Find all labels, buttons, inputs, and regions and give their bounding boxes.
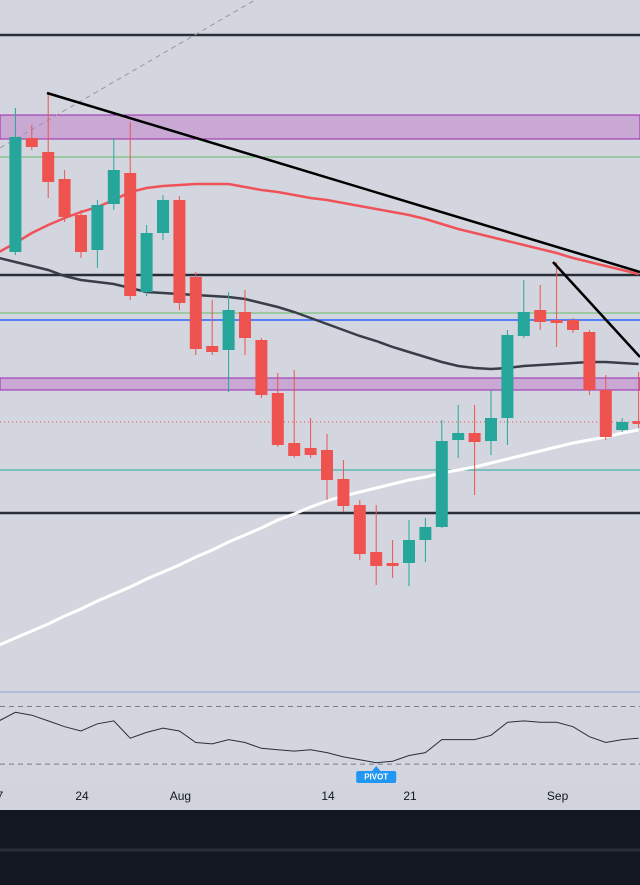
candle-body — [337, 479, 350, 506]
x-tick-label: Aug — [170, 789, 191, 803]
x-tick-label: 14 — [321, 789, 335, 803]
candle-body — [419, 527, 432, 540]
candle-body — [42, 152, 55, 182]
candle-body — [9, 137, 22, 252]
candle-body — [435, 441, 448, 527]
candle-body — [632, 421, 640, 424]
candle-body — [353, 505, 366, 554]
time-axis — [0, 785, 640, 810]
candle-body — [288, 443, 301, 456]
candle-body — [370, 552, 383, 566]
plot-background — [0, 0, 640, 692]
candle-body — [75, 215, 87, 252]
candle-body — [189, 277, 202, 349]
candle-body — [534, 310, 547, 322]
candle-body — [91, 205, 104, 250]
candle-body — [239, 312, 251, 338]
trend-line — [552, 261, 640, 358]
candle-body — [25, 138, 38, 147]
candle-body — [206, 346, 219, 352]
oscillator-pane — [0, 693, 640, 785]
pivot-label: PIVOT — [364, 773, 388, 782]
candle-body — [468, 433, 481, 442]
candle-body — [58, 179, 71, 217]
pivot-badge — [356, 771, 397, 783]
line-series — [0, 711, 639, 764]
x-tick-label: 24 — [75, 789, 89, 803]
candle-body — [157, 200, 169, 233]
candle-body — [517, 312, 530, 336]
candle-body — [140, 233, 153, 292]
candle-body — [107, 170, 120, 204]
pivot-marker — [371, 766, 382, 772]
candle-body — [599, 390, 612, 437]
candle-body — [386, 563, 399, 566]
candle-body — [271, 393, 284, 445]
candle-body — [403, 540, 415, 563]
candle-body — [501, 335, 514, 418]
bottom-bar — [0, 810, 640, 885]
candle-body — [321, 450, 333, 480]
trend-line — [0, 0, 256, 149]
candle-body — [304, 448, 317, 455]
zone — [0, 377, 640, 391]
candle-body — [583, 332, 596, 390]
candle-body — [124, 173, 137, 296]
line-series — [0, 428, 639, 647]
candle-body — [255, 340, 268, 395]
candle-body — [616, 422, 629, 430]
x-tick-label: 21 — [403, 789, 417, 803]
x-tick-label: 7 — [0, 789, 4, 803]
x-tick-label: Sep — [547, 789, 569, 803]
candle-body — [567, 320, 579, 330]
line-series — [0, 182, 639, 276]
line-series — [0, 256, 639, 371]
candle-body — [173, 200, 186, 303]
candle-body — [222, 310, 235, 350]
zone — [0, 114, 640, 140]
trend-line — [46, 91, 640, 274]
candle-body — [550, 320, 563, 323]
candle-body — [485, 418, 497, 441]
candle-body — [452, 433, 465, 440]
